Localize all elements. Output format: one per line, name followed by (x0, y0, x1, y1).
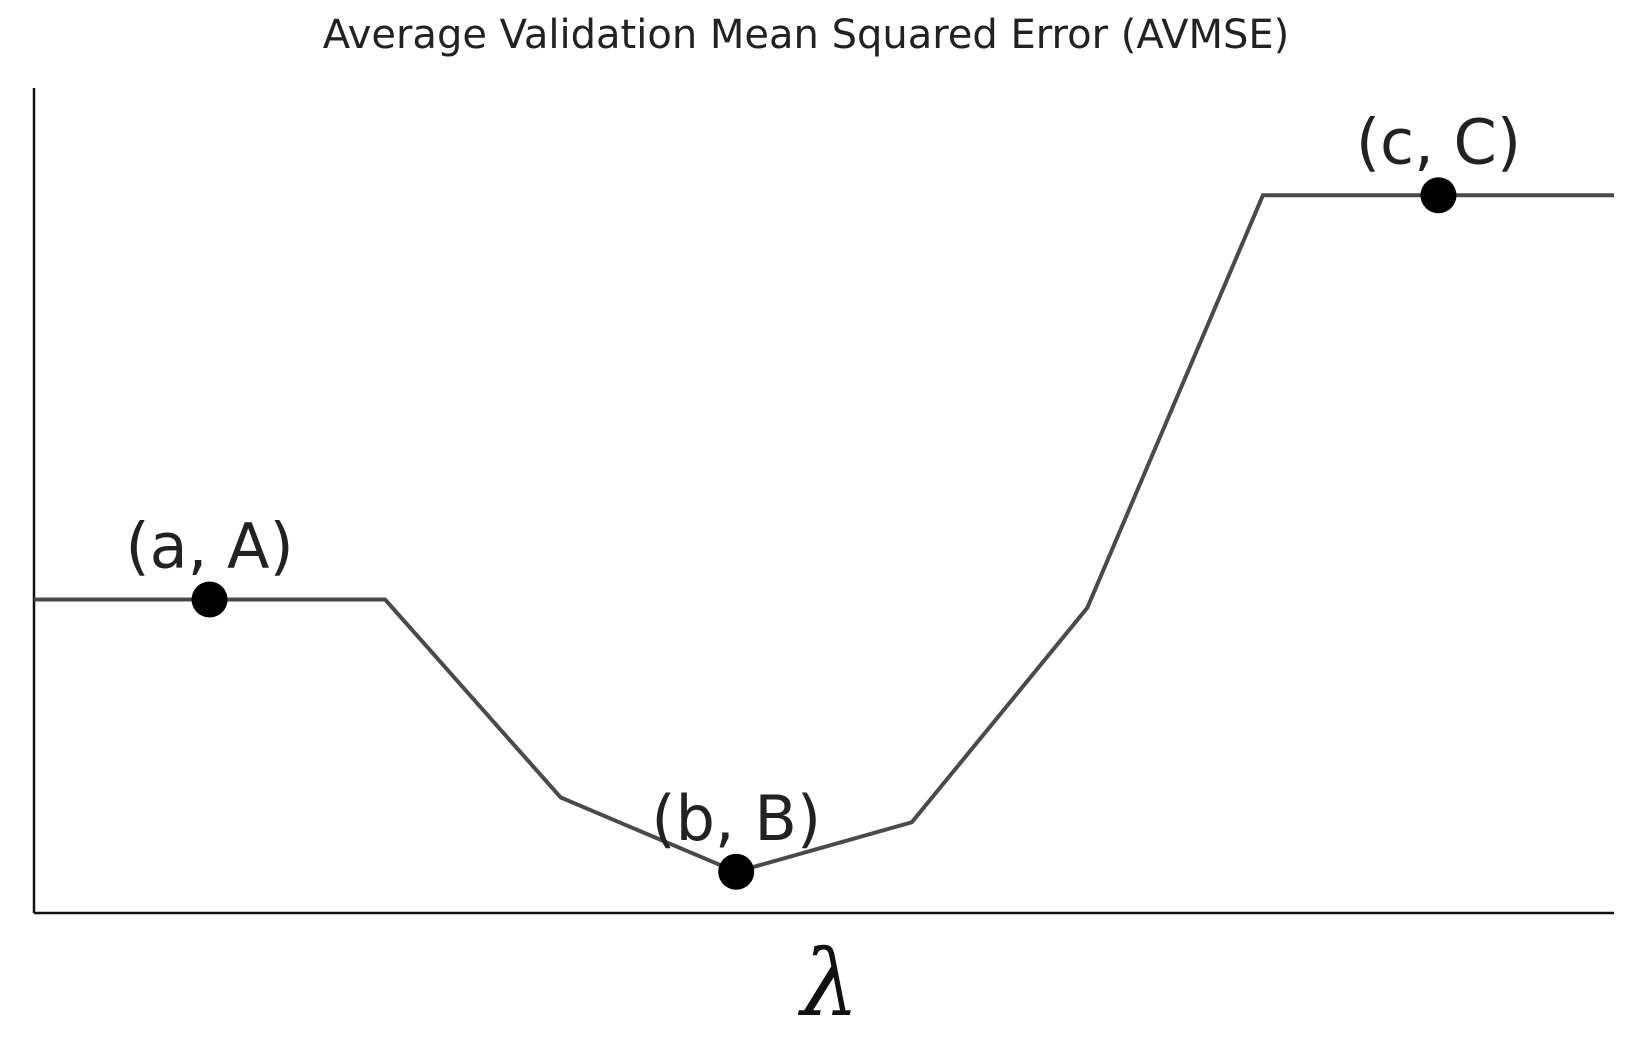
data-point-2 (718, 853, 755, 890)
data-points (191, 177, 1457, 890)
series-line (34, 193, 1614, 874)
data-point-1 (191, 581, 228, 618)
data-point-3 (1420, 177, 1457, 214)
x-axis-label: λ (797, 930, 859, 1037)
chart-title: Average Validation Mean Squared Error (A… (323, 12, 1290, 58)
point-label-2: (b, B) (651, 782, 821, 855)
point-labels: (a, A) (b, B) (c, C) (125, 105, 1521, 855)
point-label-3: (c, C) (1356, 105, 1521, 178)
point-label-1: (a, A) (125, 510, 293, 583)
